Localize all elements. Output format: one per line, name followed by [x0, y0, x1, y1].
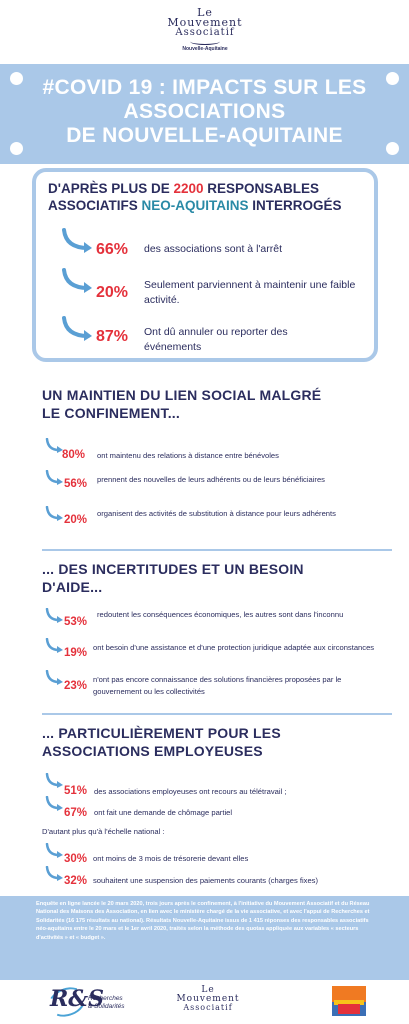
heading-text: ASSOCIATIFS: [48, 198, 142, 213]
section-divider: [42, 549, 392, 551]
banner-dot: [10, 142, 23, 155]
section-divider: [42, 713, 392, 715]
respondent-count: 2200: [173, 181, 204, 196]
curved-arrow-icon: [45, 670, 63, 685]
logo-subline: Nouvelle-Aquitaine: [182, 46, 228, 52]
section-title-line: UN MAINTIEN DU LIEN SOCIAL MALGRÉ: [42, 387, 322, 403]
logo-text: & Solidarités: [88, 1003, 125, 1010]
stat-percent: 80%: [62, 449, 86, 461]
stat-text: ont besoin d'une assistance et d'une pro…: [93, 643, 375, 652]
curved-arrow-icon: [45, 866, 63, 881]
logo-line: Mouvement: [176, 994, 240, 1004]
curved-arrow-icon: [62, 316, 92, 341]
survey-box: [32, 168, 378, 362]
page-title: #COVID 19 : IMPACTS SUR LES ASSOCIATIONS…: [20, 76, 389, 148]
title-line: DE NOUVELLE-AQUITAINE: [66, 124, 343, 147]
stat-text: n'ont pas encore connaissance des soluti…: [93, 675, 342, 696]
stat-percent: 66%: [96, 241, 129, 258]
footer-band: [0, 896, 409, 980]
recherches-solidarites-logo: R&S Recherches & Solidarités: [44, 982, 140, 1022]
section-title-line: ASSOCIATIONS EMPLOYEUSES: [42, 743, 263, 759]
stat-text: Ont dû annuler ou reporter des événement…: [144, 326, 288, 353]
curved-arrow-icon: [45, 506, 63, 521]
region-name: NEO-AQUITAINS: [141, 198, 249, 213]
heading-text: D'APRÈS PLUS DE: [48, 181, 174, 196]
curved-arrow-icon: [45, 638, 63, 653]
stat-percent: 19%: [64, 647, 88, 659]
curved-arrow-icon: [45, 608, 63, 623]
curved-arrow-icon: [45, 470, 63, 485]
logo-line: Associatif: [175, 27, 235, 38]
curved-arrow-icon: [45, 773, 63, 788]
stat-percent: 23%: [64, 680, 88, 692]
national-label: D'autant plus qu'à l'échelle national :: [42, 827, 165, 836]
section-title: UN MAINTIEN DU LIEN SOCIAL MALGRÉ LE CON…: [42, 386, 382, 422]
methodology-note: Enquête en ligne lancée le 20 mars 2020,…: [36, 901, 370, 941]
logo-line: Le: [197, 6, 213, 19]
logo-line: Mouvement: [167, 16, 243, 29]
banner-dot: [386, 72, 399, 85]
stat-text: ont maintenu des relations à distance en…: [97, 451, 279, 460]
stat-percent: 51%: [64, 785, 88, 797]
curved-arrow-icon: [62, 228, 92, 253]
section-title-line: LE CONFINEMENT...: [42, 405, 180, 421]
stat-percent: 30%: [64, 853, 88, 865]
heading-text: RESPONSABLES: [203, 181, 320, 196]
curved-arrow-icon: [45, 843, 63, 858]
logo-swash: [190, 38, 220, 45]
banner-dot: [10, 72, 23, 85]
stat-text: redoutent les conséquences économiques, …: [97, 610, 344, 619]
stat-text: organisent des activités de substitution…: [97, 509, 336, 518]
stat-text: ont moins de 3 mois de trésorerie devant…: [93, 854, 249, 863]
heading-text: INTERROGÉS: [248, 198, 342, 213]
stat-percent: 53%: [64, 616, 88, 628]
section-title: ... PARTICULIÈREMENT POUR LES ASSOCIATIO…: [42, 724, 382, 760]
partner-logo: [332, 986, 366, 1016]
stat-text: des associations employeuses ont recours…: [94, 787, 287, 796]
logo-line: Le: [201, 985, 215, 995]
mouvement-associatif-logo: Le Mouvement Associatif: [168, 986, 248, 1012]
mouvement-associatif-logo: Le Mouvement Associatif Nouvelle-Aquitai…: [150, 6, 260, 52]
stat-text: Seulement parviennent à maintenir une fa…: [144, 279, 356, 306]
header-banner: [0, 64, 409, 164]
section-title-line: ... DES INCERTITUDES ET UN BESOIN: [42, 561, 304, 577]
stat-text: des associations sont à l'arrêt: [144, 243, 282, 255]
stat-text: ont fait une demande de chômage partiel: [94, 808, 233, 817]
section-title-line: D'AIDE...: [42, 579, 103, 595]
logo-mark: R&S: [50, 986, 105, 1012]
curved-arrow-icon: [45, 796, 63, 811]
title-line: ASSOCIATIONS: [123, 100, 286, 123]
title-line: #COVID 19 : IMPACTS SUR LES: [42, 76, 367, 99]
section-title-line: ... PARTICULIÈREMENT POUR LES: [42, 725, 281, 741]
stat-percent: 56%: [64, 478, 88, 490]
banner-dot: [386, 142, 399, 155]
stat-percent: 87%: [96, 328, 129, 345]
stat-percent: 20%: [64, 514, 88, 526]
stat-text: prennent des nouvelles de leurs adhérent…: [97, 475, 325, 484]
logo-line: Associatif: [183, 1003, 233, 1012]
section-title: ... DES INCERTITUDES ET UN BESOIN D'AIDE…: [42, 560, 382, 596]
stat-text: souhaitent une suspension des paiements …: [93, 876, 318, 885]
logo-text: Recherches: [88, 995, 123, 1002]
curved-arrow-icon: [45, 438, 63, 453]
stat-percent: 32%: [64, 875, 88, 887]
stat-percent: 20%: [96, 284, 129, 301]
stat-percent: 67%: [64, 807, 88, 819]
curved-arrow-icon: [62, 268, 92, 293]
survey-heading: D'APRÈS PLUS DE 2200 RESPONSABLES ASSOCI…: [48, 180, 368, 214]
